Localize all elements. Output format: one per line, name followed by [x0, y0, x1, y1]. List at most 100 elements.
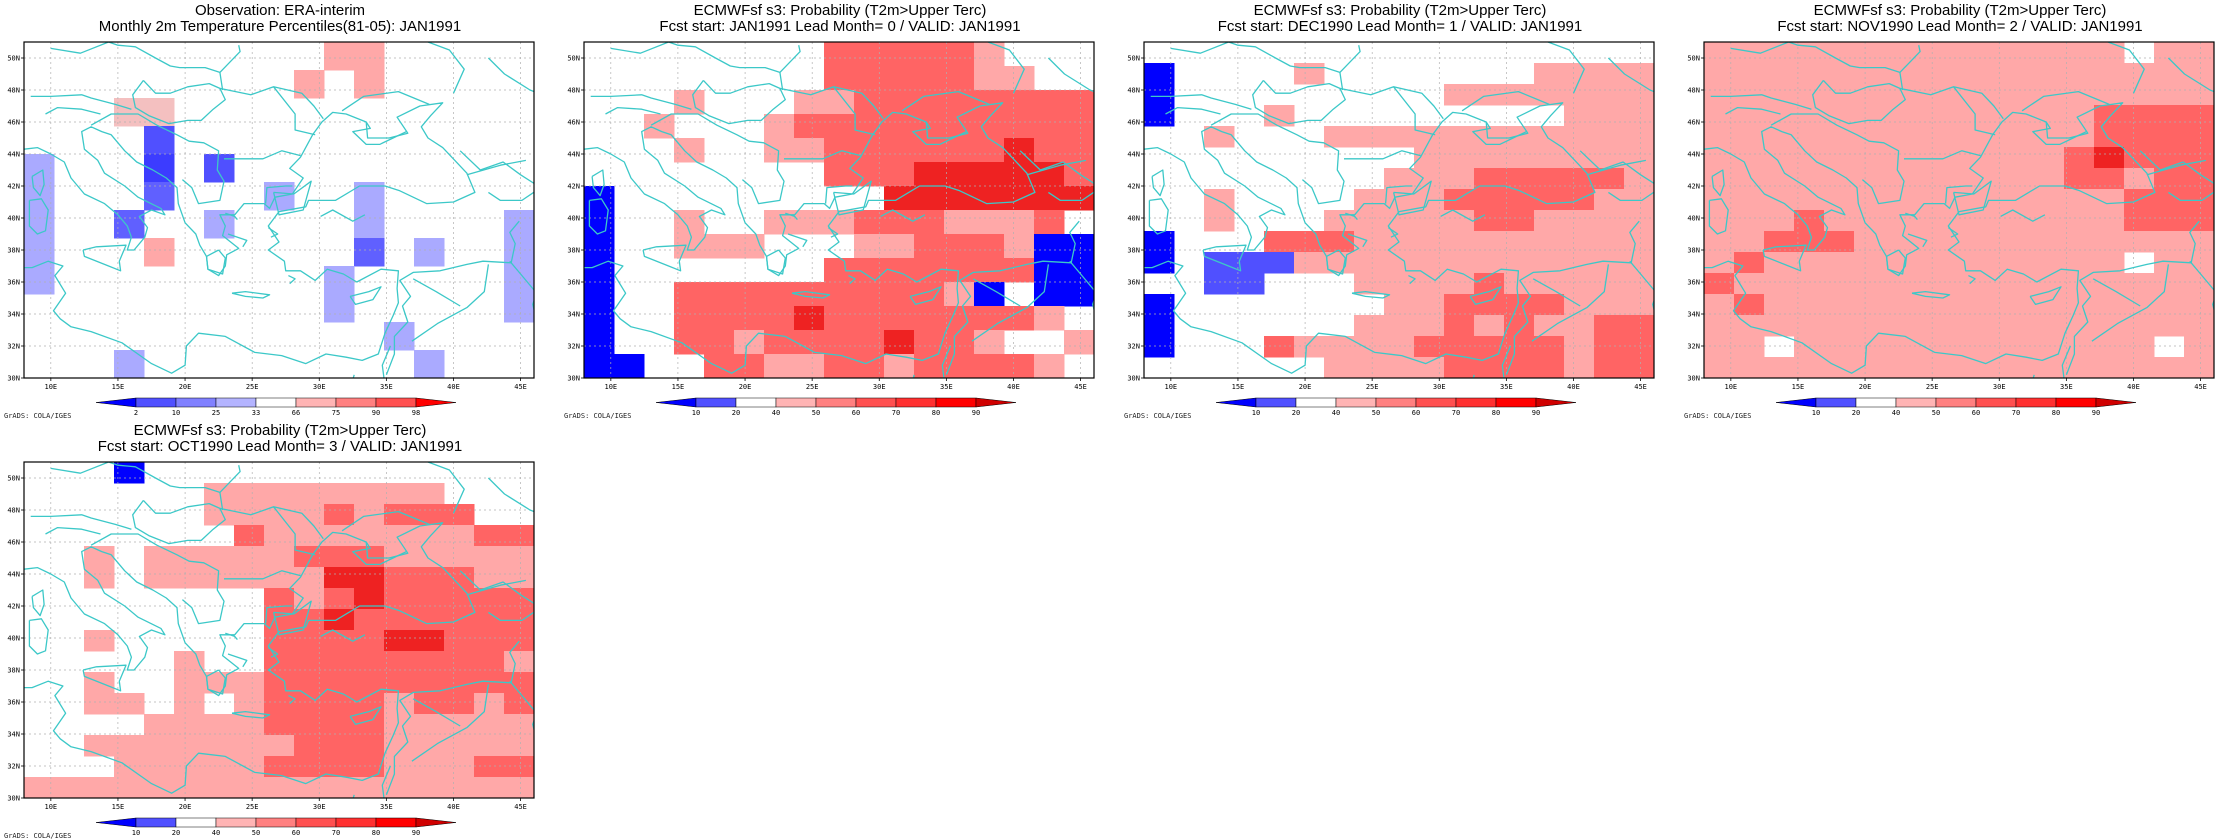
grid-cell — [734, 282, 765, 307]
grid-cell — [1354, 357, 1385, 378]
grid-cell — [674, 234, 705, 259]
colorbar-segment — [1415, 397, 1457, 408]
coastline — [411, 264, 490, 342]
grid-cell — [324, 693, 355, 715]
grid-cell — [1734, 42, 1765, 64]
grid-cell — [444, 672, 475, 694]
grid-cell — [2124, 105, 2155, 127]
grid-cell — [1564, 147, 1595, 169]
grid-cell — [354, 672, 385, 694]
grid-cell — [1294, 63, 1325, 85]
grid-cell — [1504, 336, 1535, 358]
grid-cell — [324, 609, 355, 631]
grid-cell — [1884, 231, 1915, 253]
grid-cell — [1204, 126, 1235, 148]
coastline — [901, 90, 990, 112]
grid-cell — [324, 672, 355, 694]
grid-cell — [1944, 147, 1975, 169]
grid-cell — [2094, 147, 2125, 169]
coastline — [1968, 275, 1976, 285]
grid-cell — [854, 66, 885, 91]
lat-tick-label: 50N — [567, 55, 580, 63]
coastline — [848, 275, 856, 285]
grid-cell — [1204, 273, 1235, 295]
coastline — [1905, 212, 1918, 221]
grid-cell — [294, 714, 325, 736]
grid-cell — [2064, 84, 2095, 106]
colorbar-segment — [135, 817, 177, 828]
grid-cell — [2034, 231, 2065, 253]
grid-cell — [944, 162, 975, 187]
lat-tick-label: 40N — [1687, 215, 1700, 223]
coastline — [2092, 278, 2141, 307]
colorbar-segment — [1815, 397, 1857, 408]
grid-cell — [854, 90, 885, 115]
grid-cell — [504, 210, 534, 239]
grid-cell — [1974, 105, 2005, 127]
shaded-grid — [24, 462, 534, 798]
grid-cell — [734, 306, 765, 331]
lat-tick-label: 46N — [567, 119, 580, 127]
grid-cell — [944, 186, 975, 211]
coastline — [1586, 159, 1647, 176]
grid-cell — [144, 756, 175, 778]
colorbar-label: 50 — [1932, 409, 1940, 417]
grid-cell — [1884, 315, 1915, 337]
lat-tick-label: 34N — [1127, 311, 1140, 319]
grid-cell — [504, 238, 534, 267]
coastline — [487, 57, 534, 93]
grid-cell — [414, 483, 445, 505]
grid-cell — [1384, 126, 1415, 148]
lon-tick-label: 15E — [672, 383, 685, 391]
grid-cell — [884, 330, 915, 355]
grid-cell — [1704, 147, 1735, 169]
grid-cell — [764, 210, 795, 235]
grid-cell — [1594, 168, 1625, 190]
coastline — [1144, 102, 1596, 374]
panel-lead-0: ECMWFsf s3: Probability (T2m>Upper Terc)… — [560, 0, 1120, 420]
lat-tick-label: 34N — [7, 311, 20, 319]
grid-cell — [354, 525, 385, 547]
grid-cell — [914, 186, 945, 211]
grid-cell — [1004, 66, 1035, 91]
grid-cell — [1034, 186, 1065, 211]
grid-cell — [1384, 294, 1415, 316]
grid-cell — [264, 735, 295, 757]
grid-cell — [264, 777, 295, 798]
coastline — [82, 664, 127, 692]
grid-cell — [1884, 210, 1915, 232]
grid-cell — [1704, 336, 1735, 358]
grid-cell — [1974, 147, 2005, 169]
grid-cell — [974, 162, 1005, 187]
grid-cell — [1144, 84, 1175, 106]
grid-cell — [704, 354, 735, 378]
coastline — [31, 589, 45, 617]
grid-cell — [474, 672, 505, 694]
grid-cell — [234, 735, 265, 757]
grid-cell — [2064, 252, 2095, 274]
coastline — [1629, 260, 1654, 313]
coastline — [642, 244, 687, 272]
grid-cell — [584, 210, 615, 235]
grid-cell — [2034, 357, 2065, 378]
grid-cell — [414, 525, 445, 547]
grid-cell — [2094, 189, 2125, 211]
coastline — [272, 180, 312, 216]
grid-cell — [144, 567, 175, 589]
grid-cell — [234, 567, 265, 589]
grid-cell — [414, 693, 445, 715]
grid-cell — [84, 567, 115, 589]
grid-cell — [324, 777, 355, 798]
grid-cell — [1444, 231, 1475, 253]
grid-cell — [1384, 357, 1415, 378]
coastlines — [1704, 42, 2214, 378]
grid-cell — [114, 756, 145, 778]
grid-cell — [584, 234, 615, 259]
grid-cell — [674, 282, 705, 307]
grid-cell — [2034, 210, 2065, 232]
colorbar-label: 70 — [332, 829, 340, 837]
grid-cell — [1534, 315, 1565, 337]
grid-cell — [324, 483, 355, 505]
grid-cell — [474, 735, 505, 757]
grid-cell — [1704, 189, 1735, 211]
